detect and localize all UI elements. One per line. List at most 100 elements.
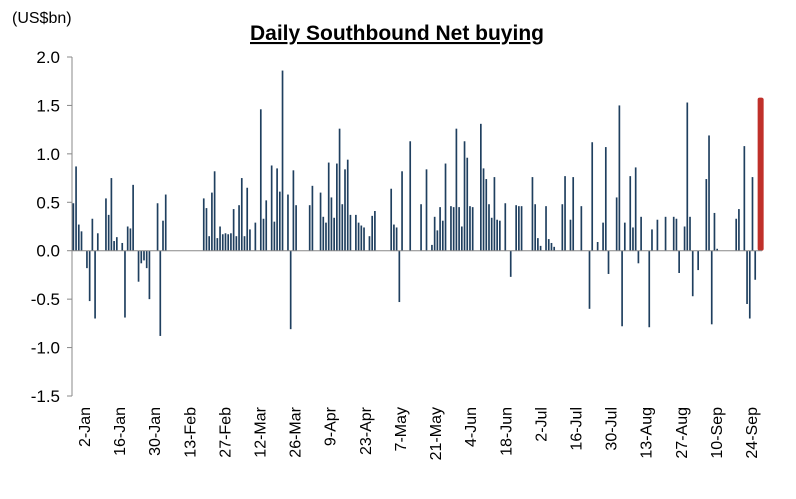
bar — [656, 219, 659, 251]
y-tick-label: -1.0 — [31, 339, 60, 358]
bar — [205, 208, 208, 251]
bar — [259, 109, 262, 251]
bar — [349, 214, 352, 251]
bar — [232, 209, 235, 251]
bar — [333, 217, 335, 251]
bar — [632, 227, 634, 251]
bar — [621, 250, 623, 327]
x-tick-label: 13-Feb — [182, 407, 199, 458]
bar — [360, 225, 363, 251]
x-axis-ticks: 2-Jan 16-Jan 30-Jan 13-Feb 27-Feb 12-Mar 26-Ma… — [77, 406, 761, 460]
x-tick-label: 27-Feb — [217, 407, 234, 458]
bar — [249, 229, 251, 251]
bar — [276, 168, 278, 251]
bar — [148, 250, 151, 300]
bar — [738, 209, 740, 251]
bar — [490, 217, 493, 251]
y-axis-unit-label: (US$bn) — [12, 10, 72, 27]
bar — [686, 102, 689, 251]
bar — [91, 218, 94, 251]
bar — [238, 205, 240, 251]
bar — [637, 250, 640, 264]
bar — [615, 197, 618, 251]
bar — [409, 141, 412, 251]
bar — [748, 250, 751, 319]
bar — [344, 169, 346, 251]
bar — [708, 135, 710, 251]
bar — [488, 204, 490, 251]
bar — [444, 163, 447, 251]
bar — [110, 178, 113, 251]
bar — [357, 222, 360, 251]
bar — [518, 206, 520, 251]
bar — [327, 162, 330, 251]
bar — [553, 246, 556, 251]
bar — [466, 157, 469, 251]
x-tick-label: 18-Jun — [498, 407, 515, 456]
bar — [588, 250, 591, 309]
bar — [319, 192, 322, 251]
bar — [270, 165, 273, 251]
bar — [368, 236, 371, 251]
bar — [441, 220, 444, 251]
bar — [436, 230, 439, 251]
x-tick-label: 4-Jun — [463, 407, 480, 447]
bar — [137, 250, 140, 282]
bar — [545, 206, 547, 251]
bar — [325, 222, 327, 251]
bar — [678, 250, 680, 273]
bar — [580, 206, 583, 251]
bar — [132, 184, 134, 251]
bar — [561, 204, 564, 251]
bar — [515, 205, 517, 251]
bar — [509, 250, 512, 277]
bar — [664, 216, 667, 251]
bar — [455, 128, 458, 251]
bar — [227, 234, 230, 251]
bar — [697, 250, 699, 271]
bar — [94, 250, 96, 319]
bars — [72, 70, 764, 336]
bar — [308, 205, 311, 251]
bar — [216, 238, 219, 251]
bar — [287, 194, 289, 251]
bar — [743, 146, 746, 251]
bar — [648, 250, 651, 328]
bar — [346, 159, 349, 251]
y-axis-ticks: 2.0 1.5 1.0 0.5 0.0 -0.5 -1.0 -1.5 — [31, 48, 72, 406]
bar — [629, 176, 632, 251]
bar — [537, 238, 539, 251]
bar — [374, 211, 376, 251]
bar — [634, 167, 637, 251]
bar — [591, 142, 594, 251]
bar — [289, 250, 292, 330]
bar — [710, 250, 713, 325]
bar — [550, 242, 553, 251]
bar — [230, 233, 232, 251]
bar — [420, 204, 422, 251]
x-tick-label: 30-Jan — [147, 407, 164, 456]
bar — [471, 207, 474, 251]
x-tick-label: 27-Aug — [674, 407, 691, 459]
bar — [341, 204, 344, 251]
bar — [531, 177, 534, 251]
bar — [460, 226, 463, 251]
highlight-bar — [757, 97, 764, 251]
y-tick-label: -0.5 — [31, 290, 60, 309]
bar — [539, 245, 542, 251]
bar — [482, 168, 485, 251]
x-tick-label: 30-Jul — [604, 407, 621, 451]
bar — [705, 179, 708, 251]
bar — [96, 233, 99, 251]
bar — [623, 222, 626, 251]
bar — [618, 105, 621, 251]
bar — [240, 178, 243, 251]
bar — [221, 234, 224, 251]
bar — [211, 192, 213, 251]
bar — [164, 194, 167, 251]
x-tick-label: 21-May — [428, 407, 445, 460]
bar — [281, 70, 284, 251]
y-tick-label: -1.5 — [31, 387, 60, 406]
x-tick-label: 16-Jul — [569, 407, 586, 451]
bar — [751, 177, 754, 251]
